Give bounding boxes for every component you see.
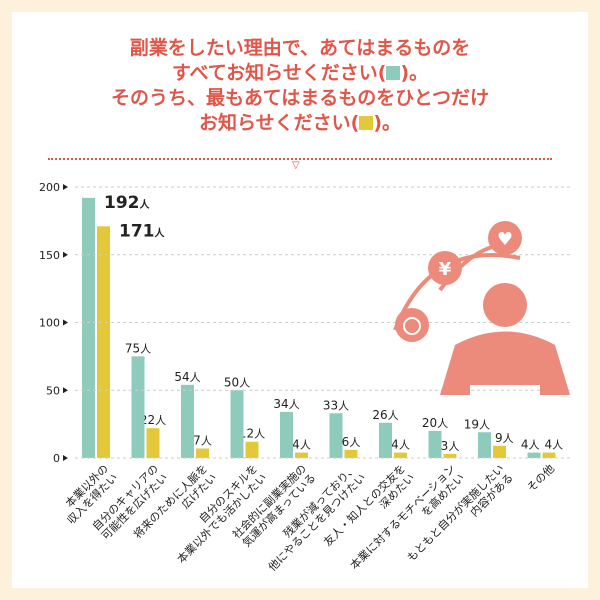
chevron-down-icon: ▽ xyxy=(292,160,300,171)
data-label: 4人 xyxy=(521,438,540,452)
data-label: 50人 xyxy=(224,375,250,389)
data-label: 171人 xyxy=(119,221,166,241)
divider xyxy=(48,158,552,160)
title-line: そのうち、最もあてはまるものをひとつだけ xyxy=(111,87,489,109)
bar xyxy=(146,428,160,458)
clock-icon xyxy=(395,308,429,342)
y-tick-label: 100 xyxy=(39,317,60,330)
title-line: 副業をしたい理由で、あてはまるものを xyxy=(129,37,471,59)
data-label: 192人 xyxy=(104,193,151,213)
bar xyxy=(493,445,506,458)
bar xyxy=(230,390,244,458)
bar xyxy=(443,453,457,458)
y-tick-label: 0 xyxy=(53,452,60,465)
bar xyxy=(280,411,293,458)
data-label: 4人 xyxy=(545,438,564,452)
bar xyxy=(295,452,308,458)
y-tick-arrow xyxy=(63,455,68,461)
bar xyxy=(527,452,541,458)
data-label: 4人 xyxy=(292,438,311,452)
title-line: )。 xyxy=(373,112,401,134)
data-label: 19人 xyxy=(464,417,490,431)
data-label: 12人 xyxy=(239,427,265,441)
title-line: すべてお知らせください( xyxy=(171,62,387,84)
y-tick-label: 150 xyxy=(39,249,60,262)
bar xyxy=(245,441,259,458)
data-label: 20人 xyxy=(422,416,448,430)
svg-text:♥: ♥ xyxy=(497,229,513,250)
data-label: 4人 xyxy=(391,438,410,452)
title-line: お知らせください( xyxy=(199,112,360,134)
bar xyxy=(82,197,95,458)
bar xyxy=(428,430,442,458)
data-label: 6人 xyxy=(342,435,361,449)
heart-icon xyxy=(488,221,522,255)
bar xyxy=(379,422,392,458)
bar xyxy=(344,449,358,458)
svg-text:¥: ¥ xyxy=(439,259,452,280)
data-label: 75人 xyxy=(125,341,151,355)
yen-icon xyxy=(428,251,462,285)
person-illustration: ¥ ♥ xyxy=(393,221,570,395)
bar xyxy=(329,413,343,458)
bar xyxy=(478,432,491,458)
y-tick-arrow xyxy=(63,387,68,394)
bar xyxy=(394,452,407,458)
y-tick-arrow xyxy=(63,251,68,258)
bar xyxy=(196,448,209,458)
data-label: 9人 xyxy=(495,431,514,445)
data-label: 34人 xyxy=(273,397,299,411)
bar xyxy=(97,226,110,458)
data-label: 7人 xyxy=(193,434,212,448)
y-tick-arrow xyxy=(63,184,68,190)
data-label: 3人 xyxy=(441,439,460,453)
data-label: 33人 xyxy=(323,398,349,412)
y-tick-label: 50 xyxy=(46,384,60,397)
bar xyxy=(131,356,145,458)
yellow-swatch xyxy=(359,116,374,130)
data-label: 54人 xyxy=(174,370,200,384)
y-tick-label: 200 xyxy=(39,181,60,194)
y-tick-arrow xyxy=(63,319,68,326)
teal-swatch xyxy=(386,66,401,80)
data-label: 22人 xyxy=(140,413,166,427)
title-line: )。 xyxy=(400,62,429,84)
chart-title: 副業をしたい理由で、あてはまるものを すべてお知らせください( )。 そのうち、最… xyxy=(0,36,600,136)
bar xyxy=(181,384,194,458)
bar xyxy=(542,452,556,458)
data-label: 26人 xyxy=(372,408,398,422)
